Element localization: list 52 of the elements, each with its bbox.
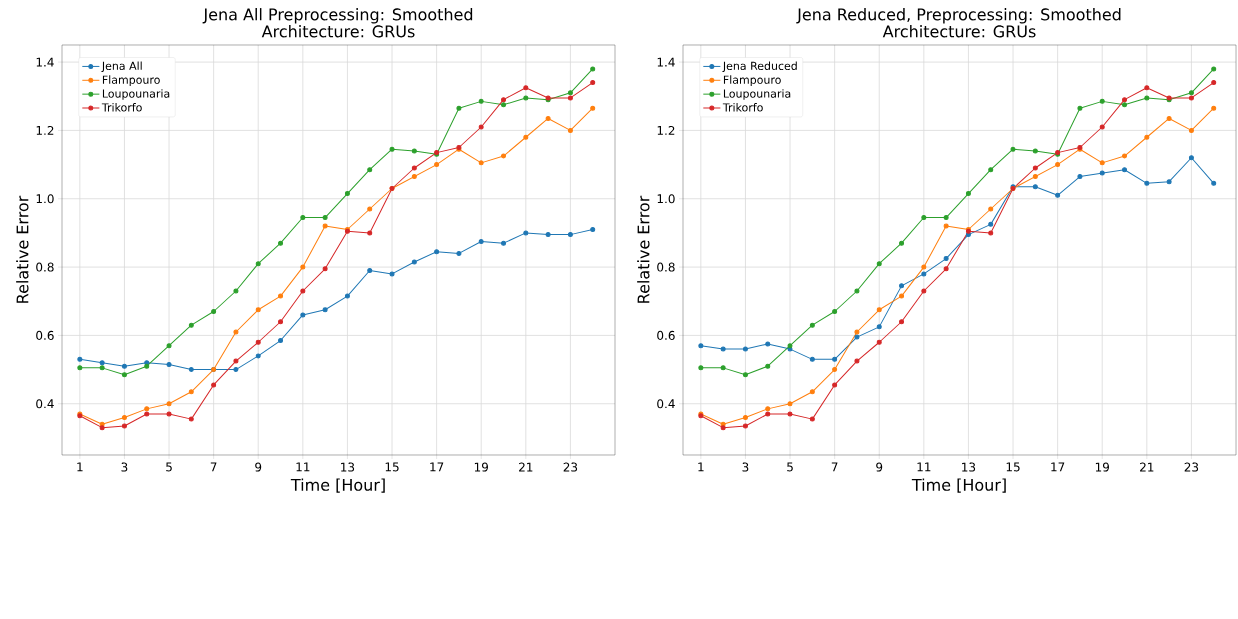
x-tick-label: 9 — [255, 462, 262, 472]
y-tick-label: 0.6 — [657, 330, 675, 340]
x-axis-title: Time [Hour] — [911, 478, 1006, 493]
x-tick-label: 5 — [166, 462, 172, 472]
x-tick-label: 15 — [1006, 462, 1020, 472]
y-tick-label: 0.8 — [36, 262, 54, 272]
x-tick-label: 19 — [474, 462, 489, 472]
y-tick-label: 1.4 — [657, 57, 675, 67]
y-tick-label: 1.0 — [657, 194, 675, 204]
y-tick-label: 0.6 — [36, 330, 54, 340]
x-tick-label: 21 — [1140, 462, 1154, 472]
x-tick-label: 3 — [121, 462, 128, 472]
y-axis-title: Relative Error — [16, 195, 29, 303]
x-tick-label: 9 — [876, 462, 883, 472]
legend-label: Trikorfo — [722, 103, 763, 112]
x-tick-label: 7 — [831, 462, 838, 472]
x-tick-label: 5 — [787, 462, 793, 472]
legend-label: Flampouro — [102, 75, 160, 86]
y-axis-title: Relative Error — [637, 195, 650, 303]
chart-title: Jena All Preprocessing: Smoothed — [202, 8, 473, 24]
x-tick-label: 17 — [1051, 462, 1065, 472]
legend-label: Jena Reduced — [722, 61, 797, 73]
x-tick-label: 7 — [210, 462, 217, 472]
x-tick-label: 1 — [77, 462, 83, 472]
y-tick-label: 0.4 — [36, 399, 54, 409]
x-tick-label: 17 — [430, 462, 444, 472]
y-tick-label: 1.2 — [36, 125, 54, 135]
y-tick-label: 0.8 — [657, 262, 675, 272]
legend-label: Loupounaria — [102, 89, 170, 100]
y-tick-label: 1.2 — [657, 125, 675, 135]
y-tick-label: 1.4 — [36, 57, 54, 67]
chart-subtitle: Architecture: GRUs — [882, 25, 1036, 38]
x-tick-label: 3 — [742, 462, 749, 472]
chart-subtitle: Architecture: GRUs — [261, 25, 415, 38]
x-tick-label: 11 — [917, 462, 931, 472]
legend-label: Flampouro — [723, 75, 781, 86]
legend-label: Trikorfo — [101, 103, 142, 112]
x-axis-title: Time [Hour] — [290, 478, 385, 493]
x-tick-label: 13 — [962, 462, 976, 472]
x-tick-label: 11 — [296, 462, 310, 472]
chart-title: Jena Reduced, Preprocessing: Smoothed — [796, 8, 1121, 24]
y-tick-label: 0.4 — [657, 399, 675, 409]
legend-label: Loupounaria — [723, 89, 791, 100]
y-tick-label: 1.0 — [36, 194, 54, 204]
x-tick-label: 19 — [1095, 462, 1110, 472]
legend-label: Jena All — [101, 61, 142, 73]
x-tick-label: 23 — [563, 462, 578, 472]
x-tick-label: 15 — [385, 462, 399, 472]
x-tick-label: 23 — [1184, 462, 1199, 472]
x-tick-label: 13 — [341, 462, 355, 472]
x-tick-label: 1 — [698, 462, 704, 472]
x-tick-label: 21 — [519, 462, 533, 472]
